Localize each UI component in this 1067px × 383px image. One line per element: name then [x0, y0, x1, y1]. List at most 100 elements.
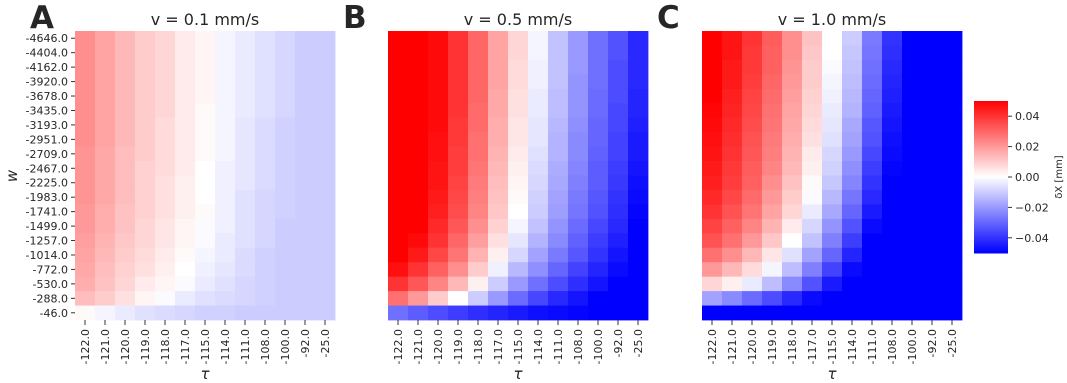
heatmap-cell [488, 59, 509, 75]
heatmap-cell [135, 132, 156, 147]
x-tick-label: -25.0 [632, 329, 645, 357]
heatmap-cell [628, 74, 649, 90]
x-tick-label: -111.0 [239, 329, 252, 364]
heatmap-cell [548, 45, 569, 61]
heatmap-cell [842, 59, 863, 75]
colorbar-segment [974, 249, 1008, 252]
colorbar-segment [974, 230, 1008, 233]
heatmap-cell [762, 204, 783, 220]
heatmap-cell [175, 247, 196, 263]
y-axis-label: w [3, 169, 21, 182]
y-tick-label: -530.0 [33, 278, 68, 291]
colorbar-segment [974, 106, 1008, 110]
heatmap-cell [135, 175, 156, 191]
heatmap-cell [408, 247, 429, 263]
colorbar-segment [974, 218, 1008, 222]
colorbar-segment [974, 180, 1008, 184]
heatmap-cell [548, 291, 569, 306]
heatmap-cell [488, 291, 509, 306]
heatmap-cell [315, 45, 336, 61]
heatmap-cell [135, 31, 156, 46]
colorbar-segment [974, 228, 1008, 231]
heatmap-cell [862, 291, 883, 306]
heatmap-cell [528, 146, 549, 162]
heatmap-cell [902, 218, 923, 234]
heatmap-cell [588, 189, 609, 205]
heatmap-cell [135, 247, 156, 263]
heatmap-cell [295, 291, 316, 306]
heatmap-cell [275, 247, 296, 263]
heatmap-cell [922, 31, 943, 46]
heatmap-cell [408, 74, 429, 90]
heatmap-cell [568, 175, 589, 191]
heatmap-cell [922, 74, 943, 90]
heatmap-cell [215, 31, 236, 46]
heatmap-cell [115, 59, 136, 75]
heatmap-cell [488, 305, 509, 321]
heatmap-cell [548, 262, 569, 278]
heatmap-cell [408, 218, 429, 234]
heatmap-cell [315, 189, 336, 205]
heatmap-cell [468, 117, 489, 133]
x-tick-label: -115.0 [199, 329, 212, 364]
heatmap-cell [75, 161, 96, 176]
heatmap-cell [468, 262, 489, 278]
heatmap-cell [568, 74, 589, 90]
colorbar-segment [974, 102, 1008, 106]
heatmap-cell [75, 132, 96, 147]
heatmap-cell [702, 161, 723, 176]
heatmap-cell [702, 117, 723, 133]
heatmap-cell [488, 45, 509, 61]
heatmap-cell [448, 117, 469, 133]
colorbar-segment [974, 207, 1008, 210]
heatmap-cell [588, 305, 609, 321]
heatmap-cell [588, 59, 609, 75]
colorbar-segment [974, 226, 1008, 229]
heatmap-cell [195, 189, 216, 205]
heatmap-cell [782, 175, 803, 191]
heatmap-cell [782, 132, 803, 147]
heatmap-cell [195, 117, 216, 133]
heatmap-cell [762, 189, 783, 205]
heatmap-cell [588, 233, 609, 249]
heatmap-cell [628, 88, 649, 104]
heatmap-cell [902, 74, 923, 90]
colorbar-segment [974, 139, 1008, 142]
heatmap-cell [408, 45, 429, 61]
colorbar-segment [974, 146, 1008, 149]
heatmap-cell [802, 161, 823, 176]
colorbar-segment [974, 241, 1008, 244]
heatmap-cell [802, 276, 823, 292]
heatmap-cell [862, 189, 883, 205]
heatmap-cell [608, 189, 629, 205]
heatmap-cell [722, 146, 743, 162]
heatmap-cell [902, 161, 923, 176]
heatmap-cell [902, 189, 923, 205]
heatmap-cell [702, 31, 723, 46]
heatmap-cell [922, 146, 943, 162]
x-axis-label: τ [200, 365, 210, 383]
heatmap-cell [388, 146, 409, 162]
heatmap-cell [548, 146, 569, 162]
heatmap-cell [115, 305, 136, 321]
heatmap-cell [448, 189, 469, 205]
heatmap-cell [215, 59, 236, 75]
heatmap-cell [608, 175, 629, 191]
heatmap-cell [75, 247, 96, 263]
heatmap-cell [902, 276, 923, 292]
heatmap-cell [942, 132, 963, 147]
heatmap-cell [95, 103, 116, 119]
heatmap-cell [548, 59, 569, 75]
heatmap-cell [195, 45, 216, 61]
heatmap-cell [548, 74, 569, 90]
heatmap-cell [295, 146, 316, 162]
heatmap-cell [448, 204, 469, 220]
heatmap-cell [508, 132, 529, 147]
heatmap-cell [942, 276, 963, 292]
heatmap-cell [822, 132, 843, 147]
heatmap-cell [922, 45, 943, 61]
heatmap-cell [628, 117, 649, 133]
heatmap-cell [175, 45, 196, 61]
heatmap-cell [742, 247, 763, 263]
x-tick-label: -117.0 [806, 329, 819, 364]
